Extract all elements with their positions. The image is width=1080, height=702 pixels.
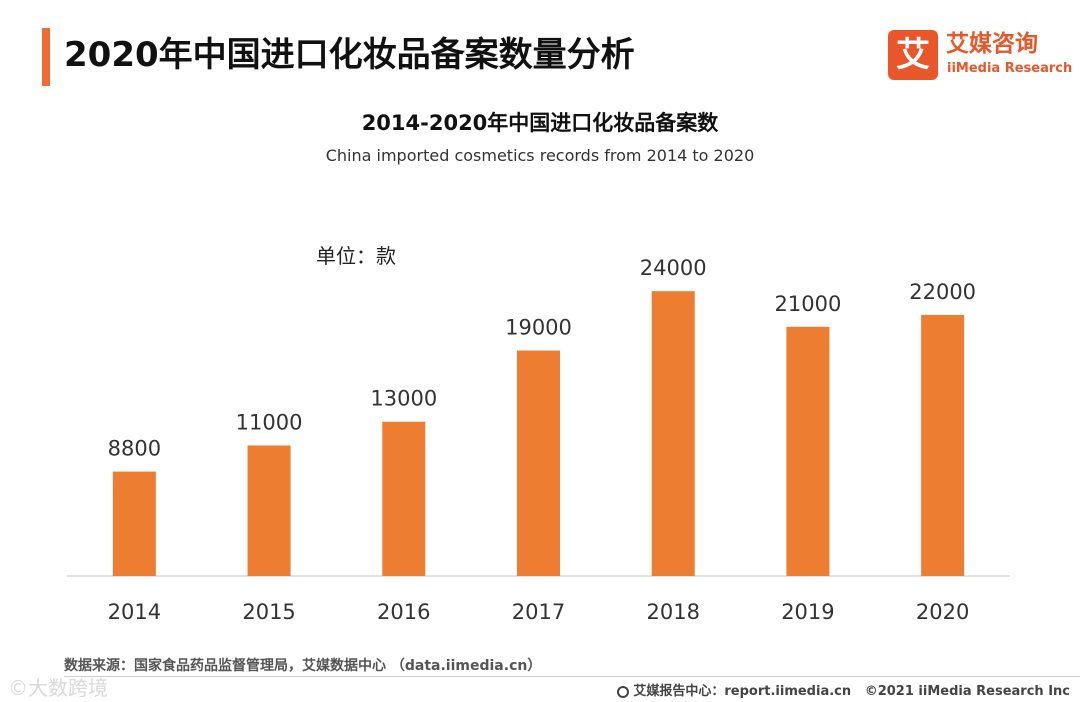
bar-2019 [786, 326, 830, 576]
data-label-2015: 11000 [236, 410, 303, 434]
bar-2015 [247, 445, 291, 576]
bar-2020 [921, 314, 965, 576]
logo-mark: 艾 [888, 30, 938, 80]
data-label-2020: 22000 [909, 280, 976, 304]
data-label-2016: 13000 [370, 387, 437, 411]
chart-subtitle: China imported cosmetics records from 20… [325, 146, 755, 165]
footer: 艾媒报告中心：report.iimedia.cn ©2021 iiMedia R… [617, 680, 1070, 699]
bar-2017 [517, 350, 560, 576]
data-source: 数据来源：国家食品药品监督管理局，艾媒数据中心 （data.iimedia.cn… [64, 658, 542, 674]
footer-copyright: ©2021 iiMedia Research Inc [864, 684, 1070, 699]
title-accent-bar [42, 28, 50, 86]
data-label-2017: 19000 [505, 316, 572, 340]
logo-name-en: iiMedia Research [947, 61, 1073, 76]
iimedia-logo: 艾 艾媒咨询 iiMedia Research [888, 30, 1072, 82]
x-tick-label-2018: 2018 [646, 600, 699, 624]
x-tick-label-2019: 2019 [781, 600, 834, 624]
page-title: 2020年中国进口化妆品备案数量分析 [64, 35, 635, 75]
data-label-2014: 8800 [108, 437, 161, 461]
footer-report: 艾媒报告中心：report.iimedia.cn [633, 684, 852, 699]
watermark: ©大数跨境 [8, 676, 108, 700]
data-label-2018: 24000 [640, 256, 707, 280]
logo-name-cn: 艾媒咨询 [946, 31, 1038, 57]
x-tick-label-2014: 2014 [108, 600, 161, 624]
x-tick-label-2016: 2016 [377, 600, 430, 624]
chart-title: 2014-2020年中国进口化妆品备案数 [361, 111, 719, 135]
bar-2018 [651, 291, 695, 576]
x-tick-label-2015: 2015 [242, 600, 295, 624]
x-tick-label-2020: 2020 [916, 600, 969, 624]
x-tick-label-2017: 2017 [512, 600, 565, 624]
globe-icon [617, 686, 630, 698]
bar-2016 [382, 421, 426, 576]
data-label-2019: 21000 [775, 292, 842, 316]
bar-2014 [112, 471, 156, 576]
unit-label: 单位：款 [316, 244, 396, 268]
footer-divider [64, 676, 1080, 677]
